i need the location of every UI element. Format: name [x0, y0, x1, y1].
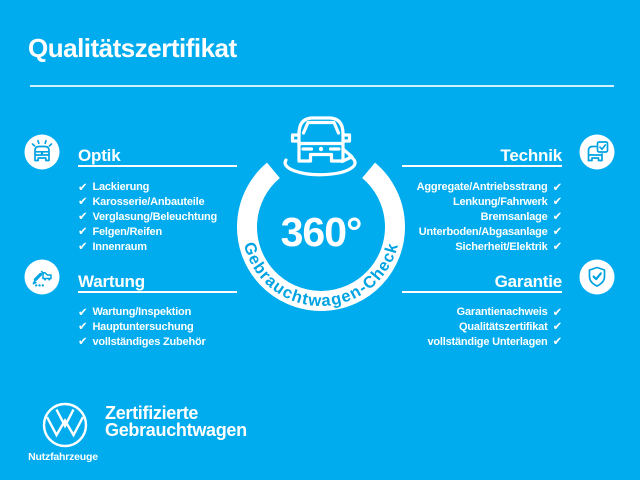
list-item: ✔ Innenraum — [78, 239, 217, 254]
360-check-badge: 360° Gebrauchtwagen-Check — [237, 116, 405, 311]
tagline-line-1: Zertifizierte — [105, 403, 199, 423]
check-icon: ✔ — [552, 304, 563, 319]
list-item-label: Aggregate/Antriebsstrang — [416, 181, 548, 194]
list-item: Qualitätszertifikat ✔ — [330, 320, 562, 335]
check-icon: ✔ — [78, 209, 88, 224]
list-item: Lenkung/Fahrwerk ✔ — [330, 195, 562, 210]
list-item: ✔ Felgen/Reifen — [78, 224, 217, 239]
check-icon: ✔ — [552, 334, 563, 349]
title-divider — [30, 85, 614, 87]
list-item: Garantienachweis ✔ — [330, 304, 563, 320]
list-item-label: Lackierung — [92, 181, 150, 194]
list-item-label: Felgen/Reifen — [92, 225, 162, 238]
tagline-line-2: Gebrauchtwagen — [105, 419, 247, 440]
list-item: ✔ Hauptuntersuchung — [78, 320, 206, 335]
list-item: Sicherheit/Elektrik ✔ — [330, 239, 562, 254]
shield-check-icon — [579, 259, 615, 295]
wartung-checklist: ✔ Wartung/Inspektion ✔ Hauptuntersuchung ✔… — [78, 305, 206, 349]
service-checklist-icon — [24, 259, 60, 295]
car-shine-icon — [24, 134, 60, 170]
list-item: Unterboden/Abgasanlage ✔ — [330, 224, 562, 239]
car-rotation-icon — [283, 116, 357, 177]
list-item: vollständige Unterlagen ✔ — [330, 335, 562, 350]
check-icon: ✔ — [552, 319, 563, 334]
page-title: Qualitätszertifikat — [28, 33, 237, 63]
optik-checklist: ✔ Lackierung ✔ Karosserie/Anbauteile ✔ Verg… — [78, 180, 217, 254]
check-icon: ✔ — [78, 319, 88, 334]
list-item: ✔ Verglasung/Beleuchtung — [78, 210, 217, 225]
list-item: ✔ vollständiges Zubehör — [78, 335, 206, 350]
check-icon: ✔ — [552, 238, 563, 253]
check-icon: ✔ — [552, 209, 563, 224]
check-icon: ✔ — [78, 194, 88, 209]
vw-logo — [42, 402, 88, 448]
section-divider-garantie — [402, 291, 562, 293]
list-item-label: Garantienachweis — [456, 306, 548, 319]
list-item: ✔ Lackierung — [78, 180, 217, 195]
list-item-label: Unterboden/Abgasanlage — [418, 225, 548, 238]
check-icon: ✔ — [78, 224, 88, 239]
section-divider-wartung — [78, 291, 237, 293]
list-item-label: vollständiges Zubehör — [92, 335, 206, 348]
list-item-label: Karosserie/Anbauteile — [92, 196, 205, 209]
check-icon: ✔ — [552, 179, 563, 194]
list-item-label: Lenkung/Fahrwerk — [452, 196, 548, 209]
list-item: Bremsanlage ✔ — [330, 209, 563, 225]
check-icon: ✔ — [78, 179, 88, 194]
badge-ring — [237, 162, 405, 311]
section-title-garantie: Garantie — [494, 272, 563, 291]
list-item: Aggregate/Antriebsstrang ✔ — [330, 179, 563, 195]
check-icon: ✔ — [78, 238, 88, 253]
section-title-technik: Technik — [500, 146, 562, 165]
footer-tagline: Zertifizierte Gebrauchtwagen — [105, 403, 247, 440]
list-item: ✔ Wartung/Inspektion — [78, 305, 206, 320]
section-title-wartung: Wartung — [78, 272, 145, 291]
check-icon: ✔ — [552, 194, 563, 209]
garantie-checklist: Garantienachweis ✔ Qualitätszertifikat ✔ v… — [330, 305, 562, 349]
section-divider-optik — [78, 165, 237, 167]
list-item-label: Qualitätszertifikat — [459, 321, 548, 334]
list-item: ✔ Karosserie/Anbauteile — [78, 195, 217, 210]
list-item-label: Wartung/Inspektion — [92, 306, 192, 319]
check-icon: ✔ — [78, 334, 88, 349]
check-icon: ✔ — [552, 224, 563, 239]
list-item-label: Bremsanlage — [480, 210, 548, 223]
list-item-label: Sicherheit/Elektrik — [455, 240, 548, 253]
list-item-label: Verglasung/Beleuchtung — [92, 210, 218, 223]
section-title-optik: Optik — [78, 146, 121, 165]
list-item-label: vollständige Unterlagen — [427, 335, 548, 348]
brand-label: Nutzfahrzeuge — [28, 451, 98, 463]
check-icon: ✔ — [78, 304, 88, 319]
car-center-dot — [318, 146, 324, 152]
list-item-label: Innenraum — [92, 240, 147, 253]
technik-checklist: Aggregate/Antriebsstrang ✔ Lenkung/Fahrwe… — [330, 179, 563, 254]
section-divider-technik — [402, 165, 562, 167]
badge-degrees: 360° — [281, 209, 362, 255]
car-diagnostics-icon — [579, 134, 615, 170]
list-item-label: Hauptuntersuchung — [92, 321, 194, 334]
